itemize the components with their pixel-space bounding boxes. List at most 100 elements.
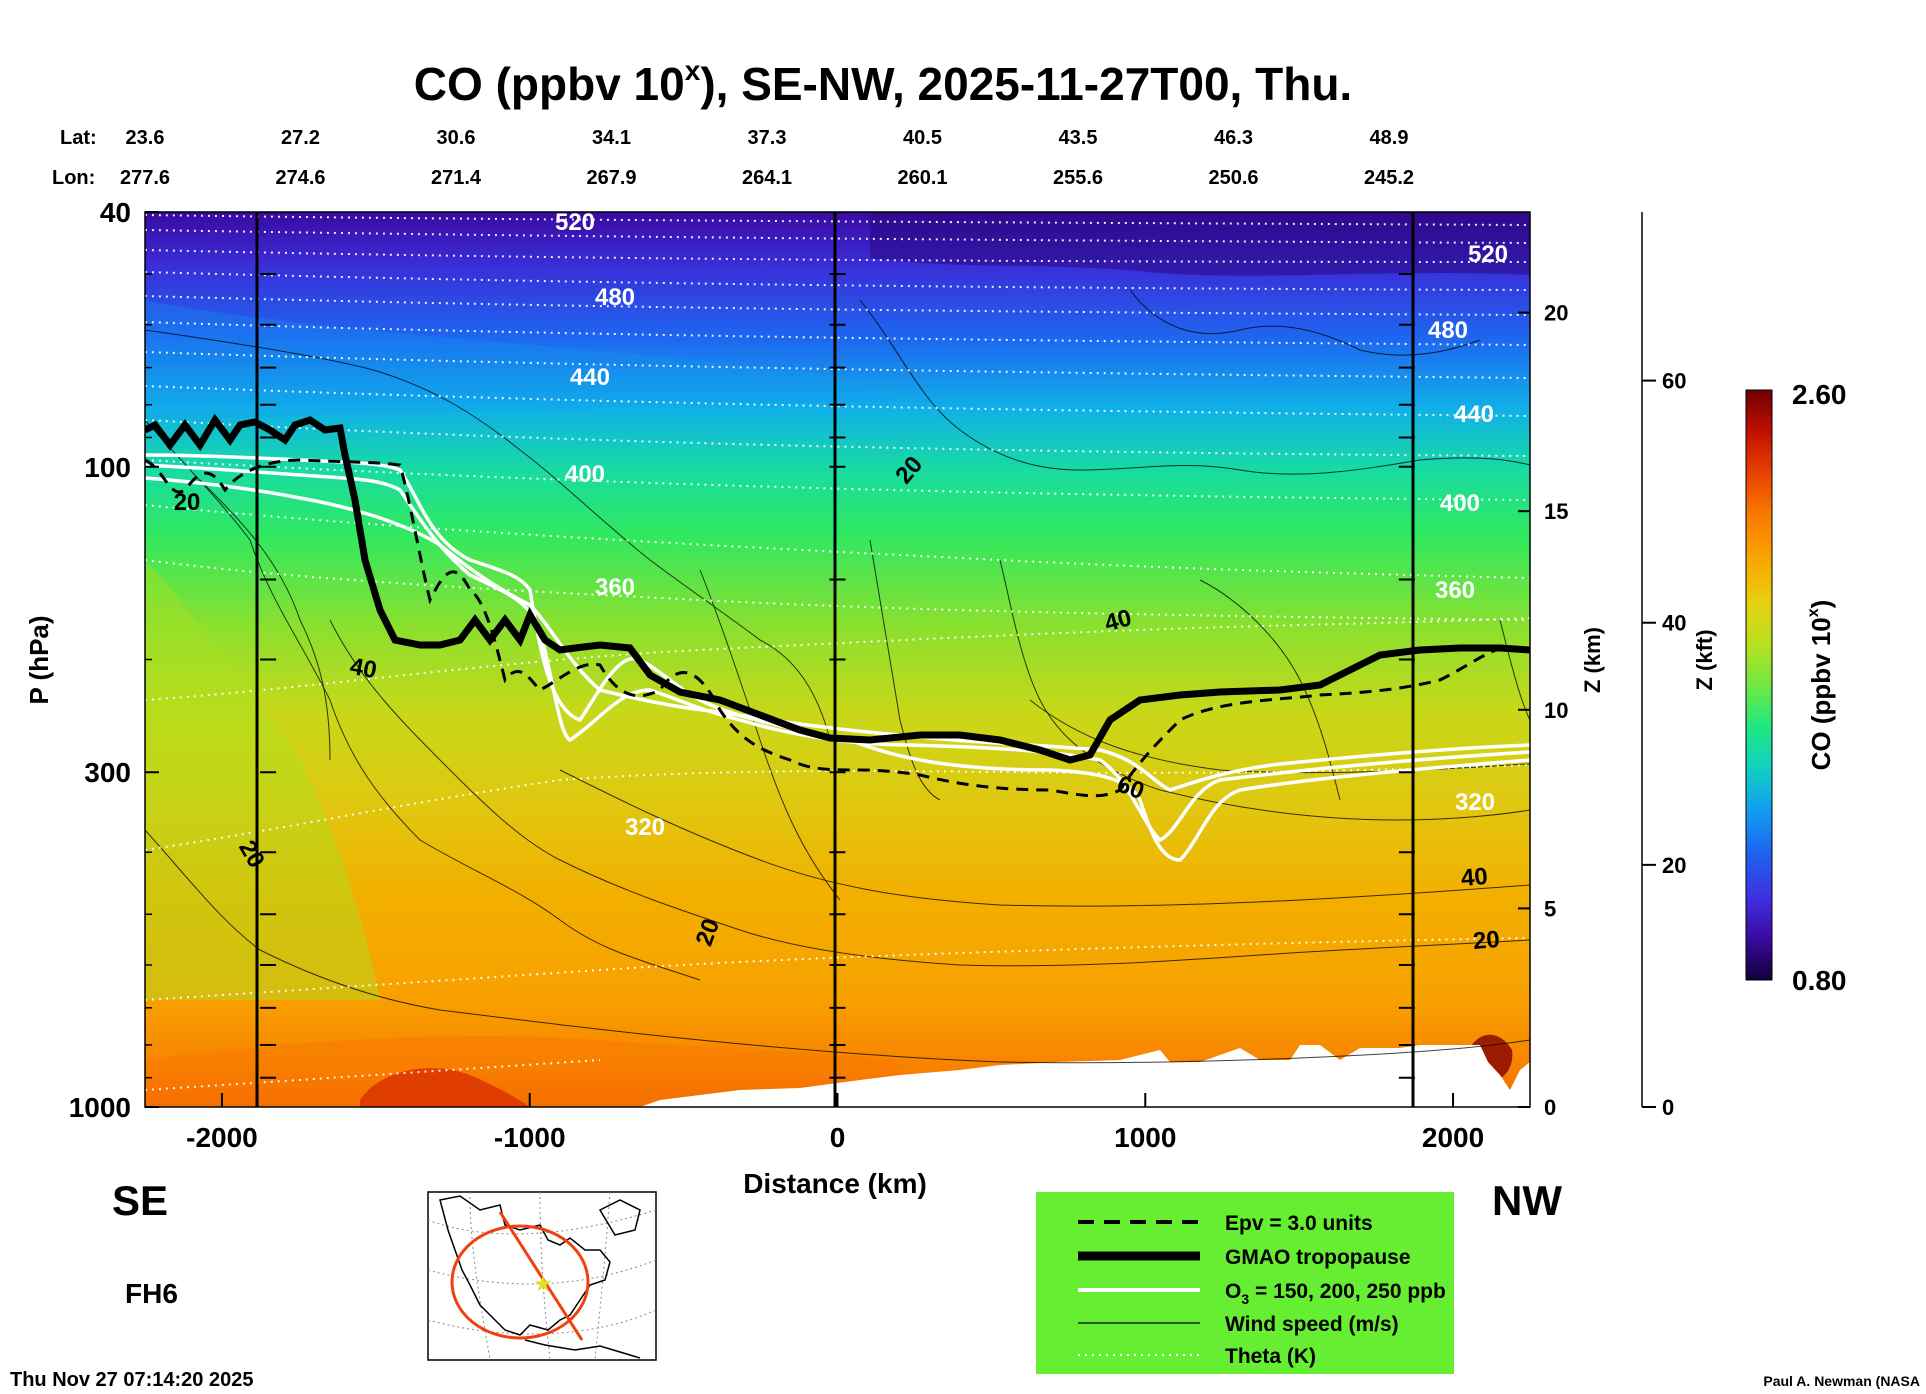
theta-label: 400 xyxy=(1440,490,1480,517)
x-axis-label: Distance (km) xyxy=(743,1168,927,1199)
x-tick-label: -2000 xyxy=(186,1122,258,1153)
theta-label: 520 xyxy=(1468,241,1508,268)
z-km-tick-label: 5 xyxy=(1544,896,1556,921)
y-tick-label: 100 xyxy=(84,452,131,483)
lon-value: 260.1 xyxy=(897,167,947,189)
wind-contours xyxy=(145,289,1530,1064)
theta-label: 360 xyxy=(1435,577,1475,604)
side-label-nw: NW xyxy=(1492,1177,1562,1224)
coastline xyxy=(439,1195,641,1359)
legend-o3: O3 = 150, 200, 250 ppb xyxy=(1225,1280,1446,1307)
z-km-label: Z (km) xyxy=(1580,627,1605,693)
lat-value: 43.5 xyxy=(1059,127,1098,149)
gmao-tropopause xyxy=(145,413,1530,764)
lon-value: 245.2 xyxy=(1364,167,1414,189)
colorbar-min: 0.80 xyxy=(1792,965,1847,996)
legend-tropopause: GMAO tropopause xyxy=(1225,1246,1411,1269)
co-orange-low-left xyxy=(145,1036,900,1107)
theta-label: 320 xyxy=(625,814,665,841)
co-high-upper-right xyxy=(870,212,1530,276)
section-marker-ticks xyxy=(260,212,1415,1079)
colorbar-label: CO (ppbv 10x) xyxy=(1805,600,1836,771)
x-tick-label: 1000 xyxy=(1114,1122,1176,1153)
terrain-mask xyxy=(640,1045,1530,1107)
colorbar-max: 2.60 xyxy=(1792,379,1847,410)
theta-label: 480 xyxy=(595,284,635,311)
colorbar xyxy=(1745,389,1773,981)
lon-label: Lon: xyxy=(52,167,95,189)
lon-value: 277.6 xyxy=(120,167,170,189)
legend: Epv = 3.0 units GMAO tropopause O3 = 150… xyxy=(1036,1192,1454,1374)
co-blue-band-left xyxy=(145,300,900,420)
lon-value: 267.9 xyxy=(586,167,636,189)
epv-contour xyxy=(145,458,1521,798)
wind-label: 40 xyxy=(1460,863,1489,892)
z-kft-label: Z (kft) xyxy=(1692,629,1717,690)
lat-value: 30.6 xyxy=(437,127,476,149)
z-km-tick-label: 10 xyxy=(1544,698,1568,723)
legend-epv: Epv = 3.0 units xyxy=(1225,1212,1373,1235)
theta-label: 320 xyxy=(1455,789,1495,816)
z-kft-axis: 0 20 40 60 xyxy=(1642,369,1686,1120)
theta-label: 400 xyxy=(565,461,605,488)
z-km-tick-label: 15 xyxy=(1544,499,1568,524)
timestamp: Thu Nov 27 07:14:20 2025 xyxy=(10,1369,253,1391)
wind-label: 20 xyxy=(174,489,201,516)
legend-theta: Theta (K) xyxy=(1225,1345,1316,1368)
z-km-axis: 0 5 10 15 20 xyxy=(1518,301,1568,1120)
z-kft-tick-label: 60 xyxy=(1662,369,1686,394)
theta-labels: 520 480 440 400 360 320 520 480 440 400 360 320 xyxy=(555,209,1508,841)
domain-circle xyxy=(450,1224,590,1340)
chart-title: CO (ppbv 10x), SE-NW, 2025-11-27T00, Thu… xyxy=(414,55,1352,110)
lon-value: 264.1 xyxy=(742,167,792,189)
z-km-tick-label: 0 xyxy=(1544,1095,1556,1120)
y-tick-label: 300 xyxy=(84,757,131,788)
lon-value: 250.6 xyxy=(1208,167,1258,189)
theta-label: 520 xyxy=(555,209,595,236)
co-red-spot-right xyxy=(1470,1034,1513,1078)
theta-contours xyxy=(145,214,1530,1091)
theta-label: 480 xyxy=(1428,317,1468,344)
lat-label: Lat: xyxy=(60,127,97,149)
co-red-spot-left xyxy=(360,1068,530,1107)
lon-value: 274.6 xyxy=(275,167,325,189)
lat-values: 23.6 27.2 30.6 34.1 37.3 40.5 43.5 46.3 48.9 xyxy=(126,127,1409,149)
y-axis-label: P (hPa) xyxy=(24,615,54,704)
co-yellow-left-lower xyxy=(145,560,380,1000)
lat-value: 27.2 xyxy=(281,127,320,149)
y-tick-label: 40 xyxy=(100,197,131,228)
distance-axis: -2000 -1000 0 1000 2000 xyxy=(186,1093,1484,1153)
x-tick-label: 2000 xyxy=(1422,1122,1484,1153)
lat-value: 23.6 xyxy=(126,127,165,149)
o3-contours xyxy=(145,453,1530,862)
section-line xyxy=(498,1211,584,1341)
z-kft-tick-label: 40 xyxy=(1662,611,1686,636)
forecast-hour: FH6 xyxy=(125,1278,178,1309)
theta-label: 440 xyxy=(570,364,610,391)
x-tick-label: 0 xyxy=(830,1122,846,1153)
wind-label: 20 xyxy=(1472,926,1501,955)
legend-wind: Wind speed (m/s) xyxy=(1225,1313,1399,1336)
x-tick-label: -1000 xyxy=(494,1122,566,1153)
y-tick-label: 1000 xyxy=(69,1092,131,1123)
lon-value: 271.4 xyxy=(431,167,482,189)
lat-value: 48.9 xyxy=(1370,127,1409,149)
lat-value: 46.3 xyxy=(1214,127,1253,149)
lat-value: 37.3 xyxy=(748,127,787,149)
inset-map: ★ xyxy=(427,1191,657,1361)
pressure-axis: 40 100 300 1000 xyxy=(69,197,159,1123)
lat-value: 34.1 xyxy=(592,127,631,149)
z-kft-tick-label: 0 xyxy=(1662,1095,1674,1120)
wind-label: 40 xyxy=(348,653,379,684)
lon-values: 277.6 274.6 271.4 267.9 264.1 260.1 255.6 250.6… xyxy=(120,167,1414,189)
z-km-tick-label: 20 xyxy=(1544,301,1568,326)
side-label-se: SE xyxy=(112,1177,168,1224)
credit: Paul A. Newman (NASA xyxy=(1763,1373,1920,1389)
lon-value: 255.6 xyxy=(1053,167,1103,189)
lat-value: 40.5 xyxy=(903,127,942,149)
plot-area: 520 480 440 400 360 320 520 480 440 400 360 320 20 2… xyxy=(145,209,1530,1107)
theta-label: 440 xyxy=(1454,401,1494,428)
z-kft-tick-label: 20 xyxy=(1662,853,1686,878)
center-star-icon: ★ xyxy=(533,1272,553,1297)
